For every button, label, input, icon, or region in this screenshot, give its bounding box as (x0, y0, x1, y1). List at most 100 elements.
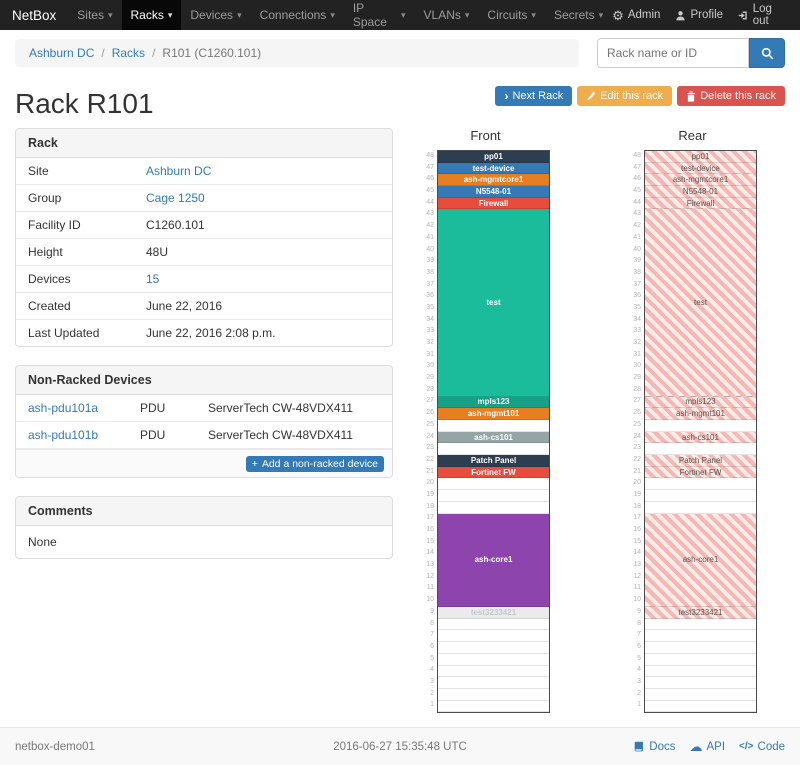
top-navbar: NetBox Sites ▾ Racks ▾ Devices ▾ Connection… (0, 0, 800, 30)
rack-device[interactable]: Patch Panel (645, 455, 756, 467)
rack-unit-empty[interactable] (438, 501, 549, 514)
rack-unit-empty[interactable] (645, 618, 756, 631)
rack-device[interactable]: ash-cs101 (645, 431, 756, 444)
search-input[interactable] (597, 38, 749, 68)
rack-device[interactable]: Firewall (438, 197, 549, 210)
nav-item-vlans[interactable]: VLANs ▾ (415, 0, 479, 30)
logout-link[interactable]: Log out (738, 3, 790, 27)
comments-body: None (28, 535, 57, 549)
nav-item-circuits[interactable]: Circuits ▾ (478, 0, 545, 30)
rack-device[interactable]: N5548-01 (438, 186, 549, 198)
table-row: ash-pdu101a PDU ServerTech CW-48VDX411 (16, 395, 392, 422)
user-icon (676, 10, 686, 20)
rack-device[interactable]: test3233421 (645, 607, 756, 619)
nav-item-secrets[interactable]: Secrets ▾ (545, 0, 612, 30)
docs-link[interactable]: Docs (634, 740, 676, 753)
rack-unit-empty[interactable] (645, 501, 756, 514)
rack-elevations: Front 48 47 46 45 44 43 42 41 40 39 38 37 36 35 34 33 32… (421, 128, 785, 714)
rack-device[interactable]: test (645, 209, 756, 397)
rack-unit-empty[interactable] (438, 443, 549, 456)
group-link[interactable]: Cage 1250 (146, 191, 205, 205)
rack-unit-empty[interactable] (645, 478, 756, 491)
page-footer: netbox-demo01 2016-06-27 15:35:48 UTC Do… (0, 727, 800, 765)
rack-unit-empty[interactable] (438, 630, 549, 643)
rack-device[interactable]: test-device (438, 162, 549, 175)
breadcrumb-racks-link[interactable]: Racks (111, 46, 146, 60)
unit-numbers-rear: 48 47 46 45 44 43 42 41 40 39 38 37 36 35 34 33 32 31 30 29… (628, 150, 644, 713)
rack-unit-empty[interactable] (438, 478, 549, 491)
nav-label: Circuits (487, 8, 528, 22)
rack-device[interactable]: Firewall (645, 197, 756, 210)
rack-unit-empty[interactable] (645, 653, 756, 666)
rack-unit-empty[interactable] (645, 630, 756, 643)
rack-device[interactable]: Fortinet FW (645, 466, 756, 479)
rack-device[interactable]: Fortinet FW (438, 466, 549, 479)
rack-device[interactable]: test3233421 (438, 607, 549, 619)
add-nonracked-device-button[interactable]: + Add a non-racked device (245, 456, 384, 472)
delete-rack-button[interactable]: Delete this rack (677, 86, 785, 106)
rack-device[interactable]: ash-mgmtcore1 (645, 174, 756, 187)
site-link[interactable]: Ashburn DC (146, 164, 212, 178)
nav-item-racks[interactable]: Racks ▾ (121, 0, 182, 30)
rack-device[interactable]: test (438, 209, 549, 397)
nav-item-connections[interactable]: Connections ▾ (251, 0, 344, 30)
rack-device[interactable]: ash-core1 (645, 513, 756, 608)
rack-device[interactable]: ash-mgmt101 (438, 408, 549, 420)
profile-link[interactable]: Profile (675, 9, 723, 21)
breadcrumb-site-link[interactable]: Ashburn DC (29, 46, 95, 60)
hostname: netbox-demo01 (15, 740, 95, 753)
rack-device[interactable]: ash-mgmtcore1 (438, 174, 549, 187)
search-button[interactable] (749, 38, 785, 68)
devices-count-link[interactable]: 15 (146, 272, 160, 286)
rack-device[interactable]: pp01 (645, 151, 756, 163)
code-link[interactable]: </> Code (739, 740, 786, 753)
rack-device[interactable]: test-device (645, 162, 756, 175)
rack-unit-empty[interactable] (438, 677, 549, 689)
rack-unit-empty[interactable] (438, 665, 549, 678)
unit-number: 47 (426, 163, 434, 171)
api-link[interactable]: ☁ API (689, 739, 726, 755)
rack-device[interactable]: ash-core1 (438, 513, 549, 608)
edit-rack-button[interactable]: Edit this rack (577, 86, 673, 106)
rack-unit-empty[interactable] (438, 653, 549, 666)
rack-device[interactable]: Patch Panel (438, 455, 549, 467)
device-link[interactable]: ash-pdu101b (28, 428, 99, 442)
nav-item-sites[interactable]: Sites ▾ (68, 0, 121, 30)
rack-unit-empty[interactable] (438, 688, 549, 701)
rack-unit-empty[interactable] (645, 688, 756, 701)
rack-device[interactable]: ash-mgmt101 (645, 408, 756, 420)
cloud-icon: ☁ (689, 739, 703, 755)
rack-unit-empty[interactable] (438, 700, 549, 713)
rack-device[interactable]: N5548-01 (645, 186, 756, 198)
app-brand[interactable]: NetBox (12, 7, 57, 23)
rack-unit-empty[interactable] (645, 490, 756, 502)
rack-unit-empty[interactable] (645, 677, 756, 689)
rack-unit-empty[interactable] (645, 443, 756, 456)
device-link[interactable]: ash-pdu101a (28, 401, 99, 415)
rack-unit-empty[interactable] (438, 618, 549, 631)
unit-number: 26 (633, 409, 641, 417)
rack-device[interactable]: pp01 (438, 151, 549, 163)
rack-unit-empty[interactable] (645, 665, 756, 678)
rack-device[interactable]: mpls123 (438, 396, 549, 409)
rack-unit-empty[interactable] (438, 420, 549, 432)
attr-row-height: Height 48U (16, 239, 392, 266)
unit-number: 35 (426, 303, 434, 311)
rack-unit-empty[interactable] (645, 420, 756, 432)
rack-unit-empty[interactable] (438, 642, 549, 654)
nav-item-ip-space[interactable]: IP Space ▾ (344, 0, 415, 30)
rack-unit-empty[interactable] (645, 642, 756, 654)
next-rack-button[interactable]: › Next Rack (495, 86, 573, 106)
admin-link[interactable]: ⚙ Admin (612, 9, 660, 22)
rack-unit-empty[interactable] (438, 490, 549, 502)
nav-label: VLANs (423, 8, 461, 22)
comments-panel: Comments None (15, 496, 393, 559)
rack-device[interactable]: ash-cs101 (438, 431, 549, 444)
rack-device[interactable]: mpls123 (645, 396, 756, 409)
rack-unit-empty[interactable] (645, 700, 756, 713)
nav-item-devices[interactable]: Devices ▾ (181, 0, 250, 30)
unit-number: 10 (426, 596, 434, 604)
unit-number: 31 (426, 350, 434, 358)
pencil-icon (587, 91, 596, 101)
unit-number: 23 (426, 444, 434, 452)
